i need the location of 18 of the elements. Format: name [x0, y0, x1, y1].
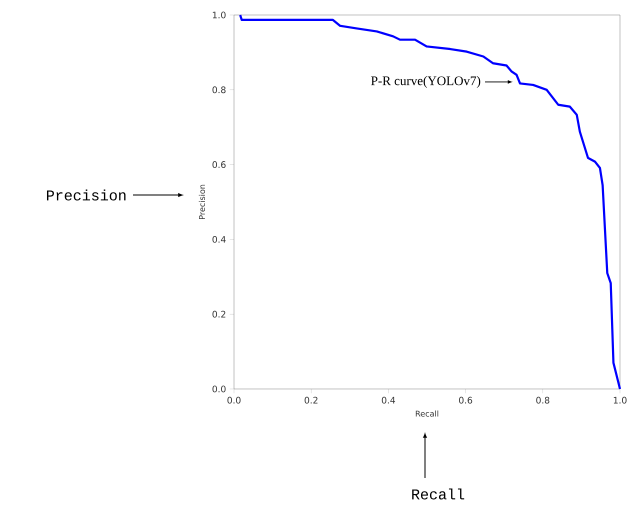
text: Precision	[46, 189, 126, 200]
text: Recall	[412, 488, 464, 500]
x-axis-title: Recall	[416, 410, 438, 417]
y-tick-label: 0.2	[212, 310, 226, 318]
y-tick-label: 0.0	[212, 386, 226, 392]
x-tick-label: 0.4	[382, 396, 396, 404]
x-tick-label: 0.2	[304, 396, 318, 404]
annotation: P-R curve(YOLOv7)	[371, 76, 480, 88]
y-tick-label: 1.0	[212, 12, 226, 18]
y-tick-label: 0.6	[212, 161, 226, 168]
x-tick-label: 0.8	[536, 396, 550, 404]
y-tick-label: 0.4	[212, 236, 226, 243]
y-tick-label: 0.8	[212, 86, 226, 94]
x-tick-label: 0.6	[459, 396, 472, 404]
x-tick-label: 0.0	[227, 396, 241, 404]
y-axis-title: Precision	[198, 184, 206, 220]
line-series	[239, 14, 622, 390]
x-tick-label: 1.0	[614, 396, 627, 404]
